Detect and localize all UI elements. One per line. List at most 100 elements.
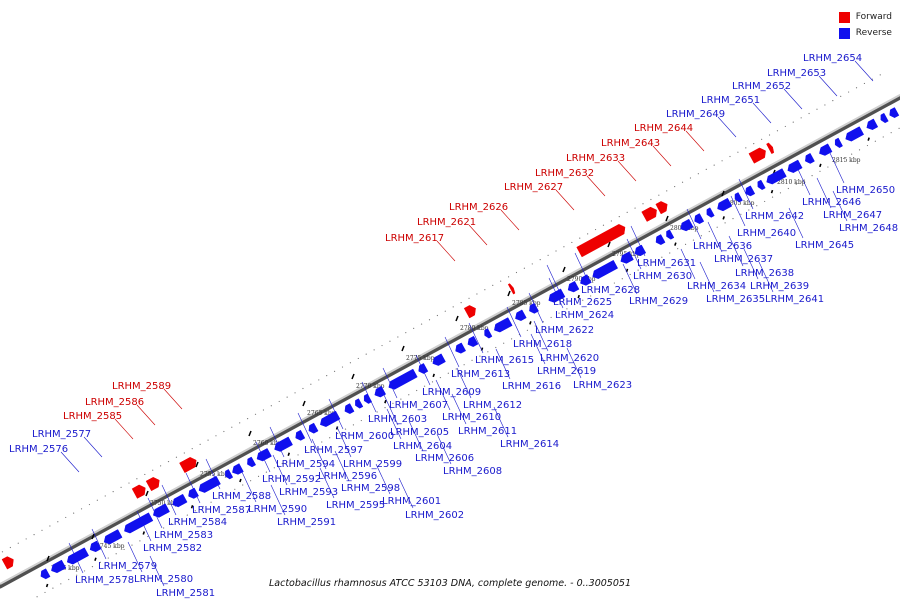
gene-arrow[interactable] xyxy=(666,229,675,240)
gene-arrow[interactable] xyxy=(515,309,527,321)
gene-arrow[interactable] xyxy=(308,422,319,434)
gene-arrow[interactable] xyxy=(467,335,479,347)
gene-arrow[interactable] xyxy=(748,147,766,164)
gene-arrow[interactable] xyxy=(889,107,900,118)
gene-arrow[interactable] xyxy=(274,436,293,452)
gene-arrow[interactable] xyxy=(734,192,743,203)
gene-label: LRHM_2624 xyxy=(555,310,614,321)
gene-arrow[interactable] xyxy=(172,493,188,508)
genes[interactable] xyxy=(1,100,900,580)
gene-label: LRHM_2654 xyxy=(803,53,862,64)
gene-arrow[interactable] xyxy=(819,143,833,156)
gene-arrow[interactable] xyxy=(620,251,634,264)
gene-arrow[interactable] xyxy=(866,118,879,130)
gene-label: LRHM_2598 xyxy=(341,483,400,494)
gene-arrow[interactable] xyxy=(363,393,373,404)
gene-arrow[interactable] xyxy=(766,142,775,155)
gene-arrow[interactable] xyxy=(153,503,170,518)
gene-arrow[interactable] xyxy=(592,259,619,279)
gene-arrow[interactable] xyxy=(388,368,418,390)
gene-arrow[interactable] xyxy=(834,137,843,148)
gene-arrow[interactable] xyxy=(634,244,647,257)
gene-arrow[interactable] xyxy=(232,463,244,475)
gene-label: LRHM_2639 xyxy=(750,281,809,292)
gene-arrow[interactable] xyxy=(344,403,355,414)
scale-tick xyxy=(351,373,355,380)
gene-arrow[interactable] xyxy=(757,179,766,190)
gene-arrow[interactable] xyxy=(179,457,197,474)
gene-label: LRHM_2620 xyxy=(540,353,599,364)
gene-arrow[interactable] xyxy=(188,487,199,499)
gene-label: LRHM_2617 xyxy=(385,233,444,244)
gene-label: LRHM_2636 xyxy=(693,241,752,252)
gene-arrow[interactable] xyxy=(766,168,787,185)
gene-arrow[interactable] xyxy=(374,385,387,398)
scale-tick xyxy=(607,241,611,248)
gene-arrow[interactable] xyxy=(548,288,566,303)
gene-arrow[interactable] xyxy=(567,280,580,293)
gene-arrow[interactable] xyxy=(694,213,705,224)
gene-arrow[interactable] xyxy=(355,398,364,409)
gene-label: LRHM_2618 xyxy=(513,339,572,350)
gene-arrow[interactable] xyxy=(484,328,493,339)
gene-arrow[interactable] xyxy=(507,283,516,295)
gene-arrow[interactable] xyxy=(655,234,666,245)
gene-arrow[interactable] xyxy=(145,477,160,492)
gene-arrow[interactable] xyxy=(225,469,234,480)
gene-label: LRHM_2610 xyxy=(442,412,501,423)
gene-label: LRHM_2615 xyxy=(475,355,534,366)
gene-arrow[interactable] xyxy=(463,305,476,319)
gene-label: LRHM_2614 xyxy=(500,439,559,450)
gene-label: LRHM_2579 xyxy=(98,561,157,572)
gene-arrow[interactable] xyxy=(247,456,257,468)
gene-label: LRHM_2650 xyxy=(836,185,895,196)
scale-tick-label: 2765 kbp xyxy=(307,410,336,417)
gene-label: LRHM_2619 xyxy=(537,366,596,377)
gene-label: LRHM_2577 xyxy=(32,429,91,440)
gene-arrow[interactable] xyxy=(787,159,803,173)
gene-arrow[interactable] xyxy=(295,429,306,441)
gene-arrow[interactable] xyxy=(51,559,67,574)
gene-arrow[interactable] xyxy=(66,547,90,565)
gene-arrow[interactable] xyxy=(320,410,341,427)
gene-arrow[interactable] xyxy=(198,475,221,493)
gene-arrow[interactable] xyxy=(745,185,756,197)
leader-lines xyxy=(60,60,874,587)
gene-arrow[interactable] xyxy=(124,512,154,534)
gene-label: LRHM_2586 xyxy=(85,397,144,408)
gene-label: LRHM_2602 xyxy=(405,510,464,521)
scale-tick-label: 2810 kbp xyxy=(777,179,806,186)
gene-arrow[interactable] xyxy=(1,556,14,570)
gene-arrow[interactable] xyxy=(494,317,513,333)
scale-tick-label: 2755 kbp xyxy=(200,471,229,478)
gene-arrow[interactable] xyxy=(40,568,51,580)
gene-arrow[interactable] xyxy=(576,224,626,258)
gene-arrow[interactable] xyxy=(455,342,467,354)
gene-arrow[interactable] xyxy=(89,540,102,553)
scale-tick xyxy=(248,430,252,437)
gene-arrow[interactable] xyxy=(131,484,146,499)
gene-arrow[interactable] xyxy=(529,302,539,314)
gene-arrow[interactable] xyxy=(432,353,446,366)
scale-tick xyxy=(665,215,669,222)
gene-arrow[interactable] xyxy=(256,448,272,462)
gene-arrow[interactable] xyxy=(103,529,123,545)
gene-label: LRHM_2625 xyxy=(553,297,612,308)
gene-arrow[interactable] xyxy=(717,197,733,212)
scale-tick xyxy=(46,555,50,562)
gene-arrow[interactable] xyxy=(880,112,889,124)
gene-arrow[interactable] xyxy=(680,218,694,232)
gene-arrow[interactable] xyxy=(641,206,657,222)
gene-label: LRHM_2603 xyxy=(368,414,427,425)
gene-arrow[interactable] xyxy=(706,207,715,218)
gene-label: LRHM_2581 xyxy=(156,588,215,599)
gene-arrow[interactable] xyxy=(805,152,815,164)
gene-arrow[interactable] xyxy=(655,201,668,215)
scale-tick-label: 2780 kbp xyxy=(460,325,489,332)
gene-arrow[interactable] xyxy=(418,363,429,374)
gene-label: LRHM_2638 xyxy=(735,268,794,279)
gene-arrow[interactable] xyxy=(580,274,592,286)
gene-arrow[interactable] xyxy=(845,126,865,142)
gene-label: LRHM_2580 xyxy=(134,574,193,585)
